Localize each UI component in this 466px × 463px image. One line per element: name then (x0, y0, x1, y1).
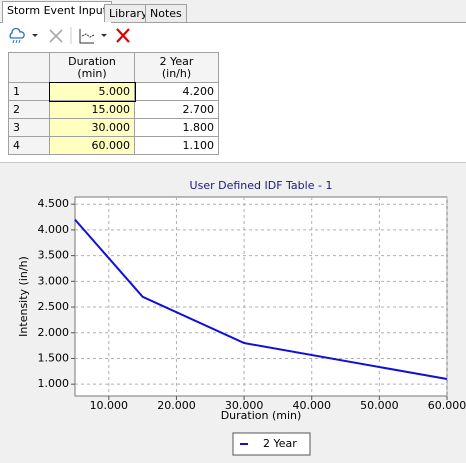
row-number: 2 (8, 100, 50, 119)
header-line: (min) (77, 66, 107, 80)
tab-bar: Storm Event Input Library Notes (0, 0, 466, 23)
duration-cell[interactable]: 5.000 (48, 81, 136, 102)
y-tick-label: 4.000 (38, 223, 70, 236)
tab[interactable]: Notes (145, 4, 187, 22)
header-cell: 2 Year (in/h) (134, 52, 219, 83)
row-number: 3 (8, 118, 50, 137)
header-line: Duration (68, 54, 116, 68)
corner-cell (8, 52, 50, 83)
legend: 2 Year (232, 432, 311, 456)
duration-cell[interactable]: 15.000 (49, 100, 135, 119)
toolbar (0, 23, 466, 47)
y-tick-label: 2.000 (38, 326, 70, 339)
legend-label: 2 Year (263, 437, 297, 450)
plot-area (74, 196, 448, 397)
rain-button[interactable] (9, 27, 38, 44)
chart-title: User Defined IDF Table - 1 (190, 179, 333, 192)
table-row: 1 5.000 4.200 (8, 81, 219, 102)
x-tick-label: 60.000 (428, 399, 466, 412)
x-tick-label: 20.000 (157, 399, 196, 412)
y-axis-label: Intensity (in/h) (17, 256, 30, 337)
intensity-cell[interactable]: 4.200 (134, 82, 219, 101)
x-tick-label: 10.000 (90, 399, 129, 412)
intensity-cell[interactable]: 1.100 (134, 136, 219, 155)
table-row: 2 15.000 2.700 (8, 100, 219, 119)
chart-button[interactable] (79, 29, 107, 44)
legend-box (232, 432, 311, 456)
intensity-cell[interactable]: 2.700 (134, 100, 219, 119)
chart: User Defined IDF Table - 1 1.000 1.500 2.00… (0, 163, 466, 463)
x-tick-label: 30.000 (225, 399, 264, 412)
x-tick-label: 50.000 (360, 399, 399, 412)
delete-button[interactable] (49, 29, 63, 43)
toolbar-icons (9, 27, 130, 44)
header-cell: Duration (min) (49, 52, 135, 83)
table-row: 4 60.000 1.100 (8, 136, 219, 155)
tab[interactable]: Storm Event Input (2, 1, 113, 23)
duration-cell[interactable]: 30.000 (49, 118, 135, 137)
y-tick-label: 2.500 (38, 300, 70, 313)
x-axis-label: Duration (min) (221, 409, 302, 422)
header-line: 2 Year (159, 54, 194, 68)
table-row: 3 30.000 1.800 (8, 118, 219, 137)
y-tick-label: 3.000 (38, 274, 70, 287)
row-number: 1 (8, 82, 50, 101)
duration-cell[interactable]: 60.000 (49, 136, 135, 155)
y-tick-label: 4.500 (38, 197, 70, 210)
y-tick-label: 3.500 (38, 249, 70, 262)
row-number: 4 (8, 136, 50, 155)
intensity-cell[interactable]: 1.800 (134, 118, 219, 137)
data-grid: Duration (min) 2 Year (in/h) 1 5.000 4.200 2 1… (0, 47, 466, 163)
x-tick-label: 40.000 (292, 399, 331, 412)
y-tick-label: 1.500 (38, 351, 70, 364)
header-line: (in/h) (161, 66, 192, 80)
y-tick-label: 1.000 (38, 377, 70, 390)
clear-button[interactable] (116, 28, 130, 43)
data-line (74, 218, 448, 381)
idf-table: Duration (min) 2 Year (in/h) 1 5.000 4.200 2 1… (8, 52, 219, 155)
